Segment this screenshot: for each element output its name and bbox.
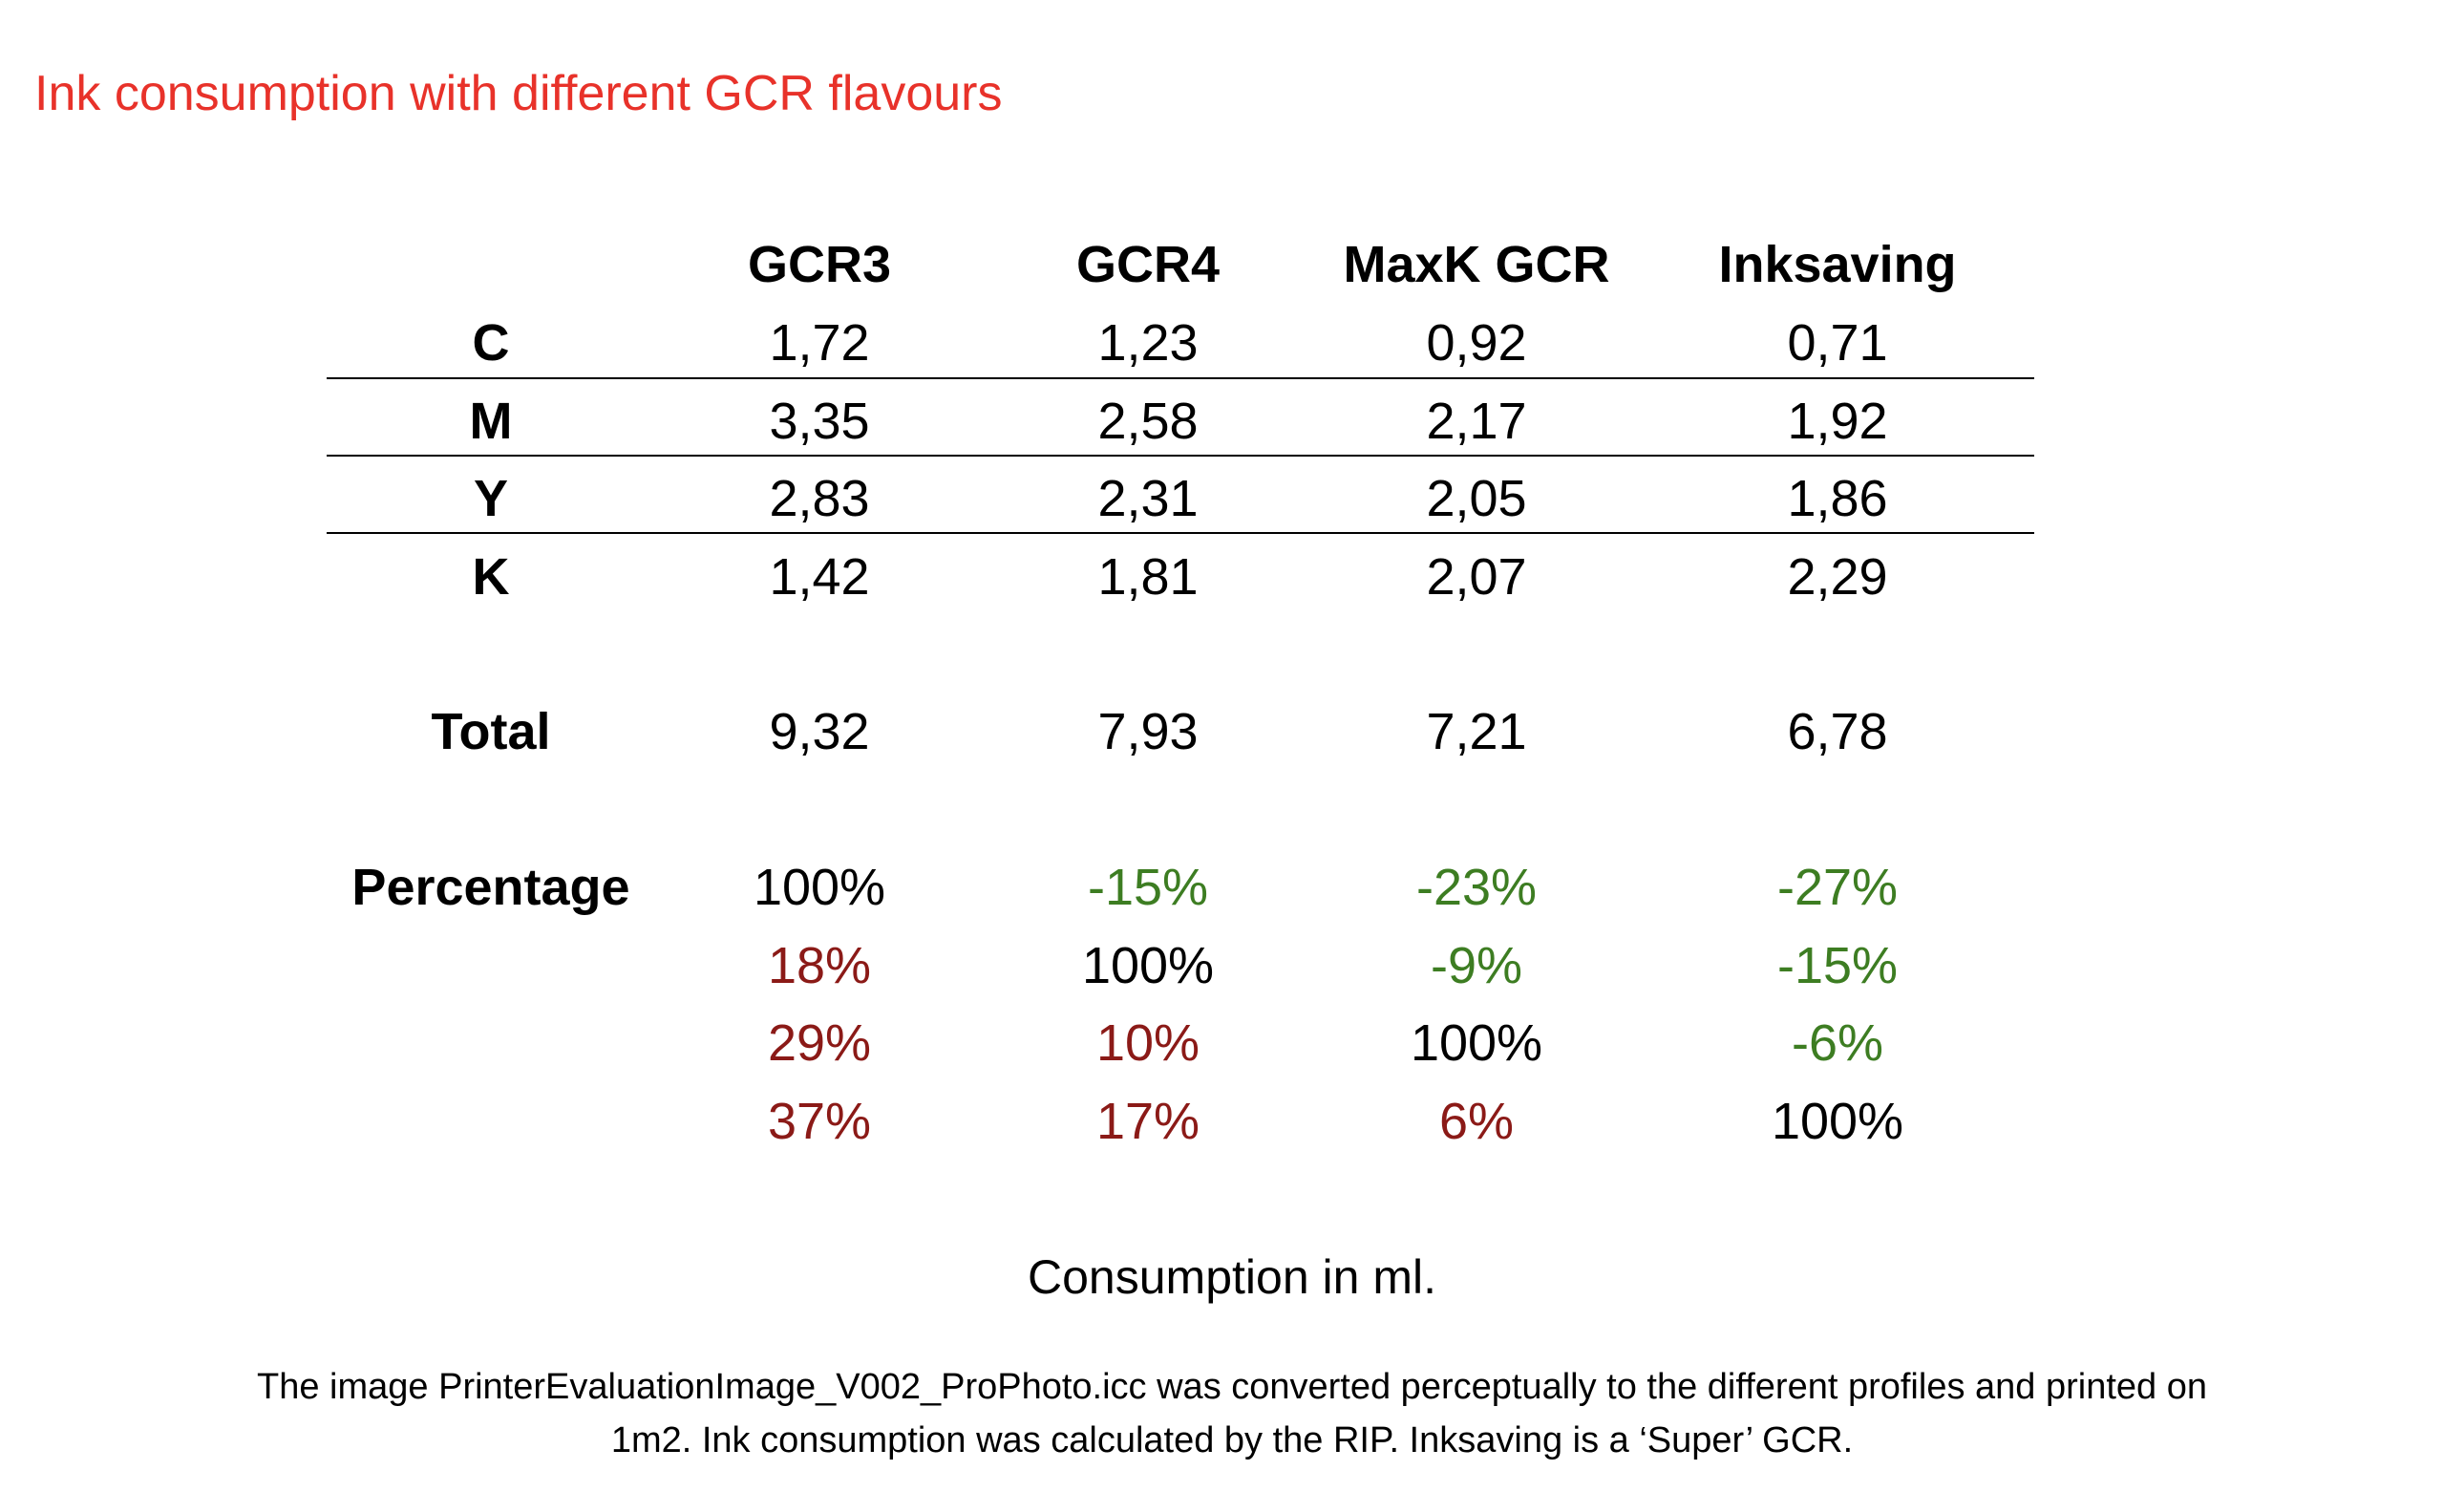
percentage-cell: 29%	[767, 1014, 872, 1072]
cell-y-inksaving: 1,86	[1787, 470, 1888, 527]
row-divider	[327, 377, 2034, 379]
row-divider	[327, 455, 2034, 457]
cell-k-inksaving: 2,29	[1787, 548, 1888, 606]
column-header-maxk-gcr: MaxK GCR	[1343, 236, 1610, 293]
slide-title: Ink consumption with different GCR flavo…	[34, 66, 1003, 121]
row-label-total: Total	[431, 703, 551, 760]
percentage-cell: -6%	[1791, 1014, 1884, 1072]
cell-c-gcr3: 1,72	[769, 314, 870, 372]
cell-y-maxk-gcr: 2,05	[1426, 470, 1527, 527]
footnote-line-2: 1m2. Ink consumption was calculated by t…	[610, 1420, 1854, 1460]
units-caption: Consumption in ml.	[1028, 1250, 1436, 1304]
percentage-cell: -23%	[1415, 859, 1538, 916]
percentage-cell: 17%	[1095, 1093, 1200, 1150]
cell-m-inksaving: 1,92	[1787, 393, 1888, 450]
footnote: The image PrinterEvaluationImage_V002_Pr…	[0, 1360, 2464, 1467]
percentage-cell: -27%	[1776, 859, 1899, 916]
cell-k-gcr3: 1,42	[769, 548, 870, 606]
percentage-cell: -9%	[1430, 937, 1523, 994]
percentage-cell: 100%	[1771, 1093, 1904, 1150]
percentage-cell: 10%	[1095, 1014, 1200, 1072]
percentage-cell: 100%	[1081, 937, 1215, 994]
cell-total-gcr4: 7,93	[1097, 703, 1199, 760]
cell-total-maxk-gcr: 7,21	[1426, 703, 1527, 760]
cell-total-gcr3: 9,32	[769, 703, 870, 760]
row-label-y: Y	[473, 470, 509, 527]
footnote-line-1: The image PrinterEvaluationImage_V002_Pr…	[257, 1367, 2207, 1407]
cell-c-inksaving: 0,71	[1787, 314, 1888, 372]
percentage-cell: 100%	[1410, 1014, 1543, 1072]
cell-c-maxk-gcr: 0,92	[1426, 314, 1527, 372]
percentage-cell: 100%	[753, 859, 886, 916]
percentage-cell: 18%	[767, 937, 872, 994]
cell-c-gcr4: 1,23	[1097, 314, 1199, 372]
cell-y-gcr4: 2,31	[1097, 470, 1199, 527]
row-label-percentage: Percentage	[351, 859, 630, 916]
cell-m-gcr3: 3,35	[769, 393, 870, 450]
cell-total-inksaving: 6,78	[1787, 703, 1888, 760]
percentage-cell: 6%	[1438, 1093, 1515, 1150]
row-label-m: M	[469, 393, 513, 450]
column-header-inksaving: Inksaving	[1718, 236, 1957, 293]
percentage-cell: -15%	[1087, 859, 1209, 916]
cell-m-maxk-gcr: 2,17	[1426, 393, 1527, 450]
row-label-c: C	[472, 314, 510, 372]
cell-y-gcr3: 2,83	[769, 470, 870, 527]
percentage-cell: 37%	[767, 1093, 872, 1150]
percentage-cell: -15%	[1776, 937, 1899, 994]
row-divider	[327, 532, 2034, 534]
cell-k-gcr4: 1,81	[1097, 548, 1199, 606]
cell-k-maxk-gcr: 2,07	[1426, 548, 1527, 606]
cell-m-gcr4: 2,58	[1097, 393, 1199, 450]
column-header-gcr4: GCR4	[1075, 236, 1221, 293]
column-header-gcr3: GCR3	[747, 236, 892, 293]
row-label-k: K	[472, 548, 510, 606]
